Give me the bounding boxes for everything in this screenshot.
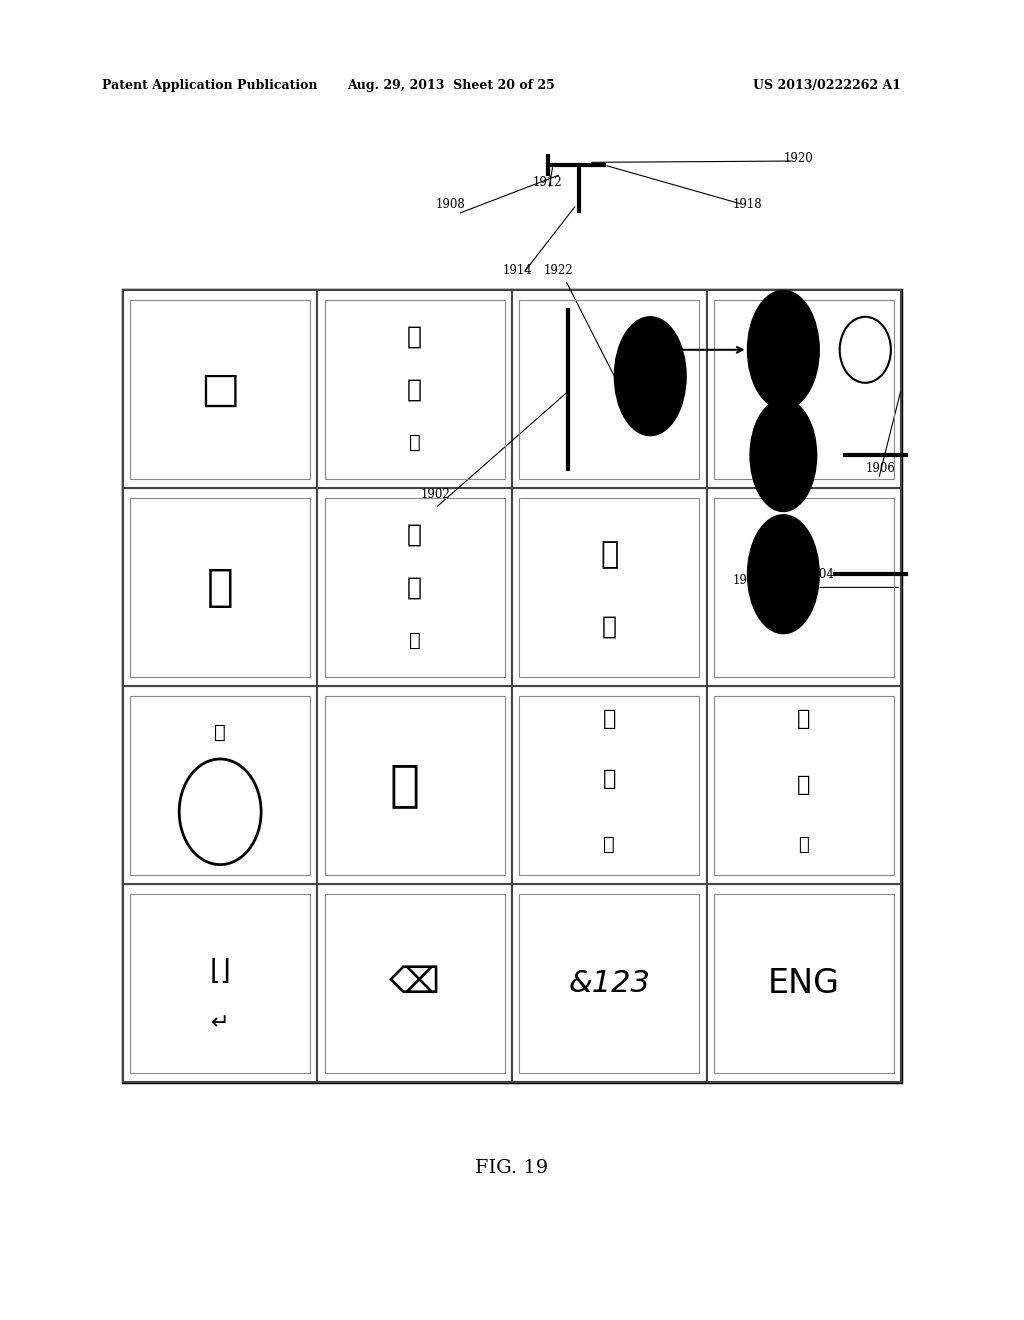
Bar — [512, 290, 707, 488]
Bar — [519, 696, 699, 875]
Bar — [707, 290, 901, 488]
Bar — [130, 696, 310, 875]
Text: ㄱ: ㄱ — [408, 523, 422, 546]
Text: ㅃ: ㅃ — [799, 836, 809, 854]
Text: 1916: 1916 — [768, 462, 799, 475]
Text: 1912: 1912 — [534, 176, 562, 189]
Text: FIG. 19: FIG. 19 — [475, 1159, 549, 1177]
Text: &123: &123 — [568, 969, 650, 998]
Ellipse shape — [750, 400, 817, 512]
Text: ㅈ: ㅈ — [602, 768, 616, 789]
Text: ㄷ: ㄷ — [408, 325, 422, 348]
Text: ↵: ↵ — [211, 1012, 229, 1034]
Bar — [130, 300, 310, 479]
Text: ㄲ: ㄲ — [409, 631, 421, 649]
Bar — [707, 884, 901, 1082]
Bar — [519, 300, 699, 479]
Text: ENG: ENG — [768, 966, 840, 1001]
Text: ⌫: ⌫ — [389, 966, 440, 1001]
Bar — [714, 300, 894, 479]
Ellipse shape — [748, 515, 819, 634]
Text: ㅎ: ㅎ — [214, 723, 226, 742]
Text: □: □ — [201, 368, 240, 411]
Bar — [325, 696, 505, 875]
Bar — [123, 884, 317, 1082]
Text: 1906: 1906 — [865, 462, 896, 475]
Bar — [519, 894, 699, 1073]
Bar — [123, 686, 317, 884]
Text: 1908: 1908 — [435, 198, 466, 211]
Bar — [512, 488, 707, 686]
Bar — [317, 884, 512, 1082]
Text: ㅋ: ㅋ — [408, 576, 422, 599]
Text: US 2013/0222262 A1: US 2013/0222262 A1 — [753, 79, 901, 92]
Bar — [123, 290, 317, 488]
Bar — [512, 686, 707, 884]
Text: 1904: 1904 — [804, 568, 835, 581]
Text: ㅉ: ㅉ — [603, 836, 615, 854]
Text: ㄹ: ㄹ — [207, 566, 233, 609]
Text: ㅂ: ㅂ — [797, 775, 811, 796]
Bar — [130, 894, 310, 1073]
Bar — [707, 686, 901, 884]
Text: 1914: 1914 — [502, 264, 532, 277]
Bar — [714, 696, 894, 875]
Bar — [123, 290, 901, 1082]
Text: 1910: 1910 — [732, 574, 763, 587]
Bar — [130, 498, 310, 677]
Bar — [325, 894, 505, 1073]
Text: 1902: 1902 — [420, 488, 451, 502]
Bar — [714, 498, 894, 677]
Bar — [123, 488, 317, 686]
Text: ㅆ: ㅆ — [602, 615, 616, 639]
Ellipse shape — [614, 317, 686, 436]
Bar — [317, 686, 512, 884]
Bar — [325, 498, 505, 677]
Text: Aug. 29, 2013  Sheet 20 of 25: Aug. 29, 2013 Sheet 20 of 25 — [347, 79, 554, 92]
Text: ㄴ: ㄴ — [389, 762, 420, 809]
Bar — [317, 488, 512, 686]
Text: 1918: 1918 — [733, 198, 762, 211]
Bar — [512, 884, 707, 1082]
Bar — [519, 498, 699, 677]
Bar — [317, 290, 512, 488]
Text: ㄴ: ㄴ — [408, 378, 422, 401]
Text: ㄸ: ㄸ — [409, 433, 421, 451]
Bar — [707, 488, 901, 686]
Text: ㅊ: ㅊ — [602, 709, 616, 730]
Bar — [714, 894, 894, 1073]
Bar — [325, 300, 505, 479]
Text: ⌊⌋: ⌊⌋ — [209, 956, 231, 985]
Text: 1920: 1920 — [783, 152, 814, 165]
Text: 1922: 1922 — [544, 264, 572, 277]
Ellipse shape — [748, 290, 819, 409]
Text: Patent Application Publication: Patent Application Publication — [102, 79, 317, 92]
Text: ㅅ: ㅅ — [600, 540, 618, 569]
Text: ㅍ: ㅍ — [797, 709, 811, 730]
